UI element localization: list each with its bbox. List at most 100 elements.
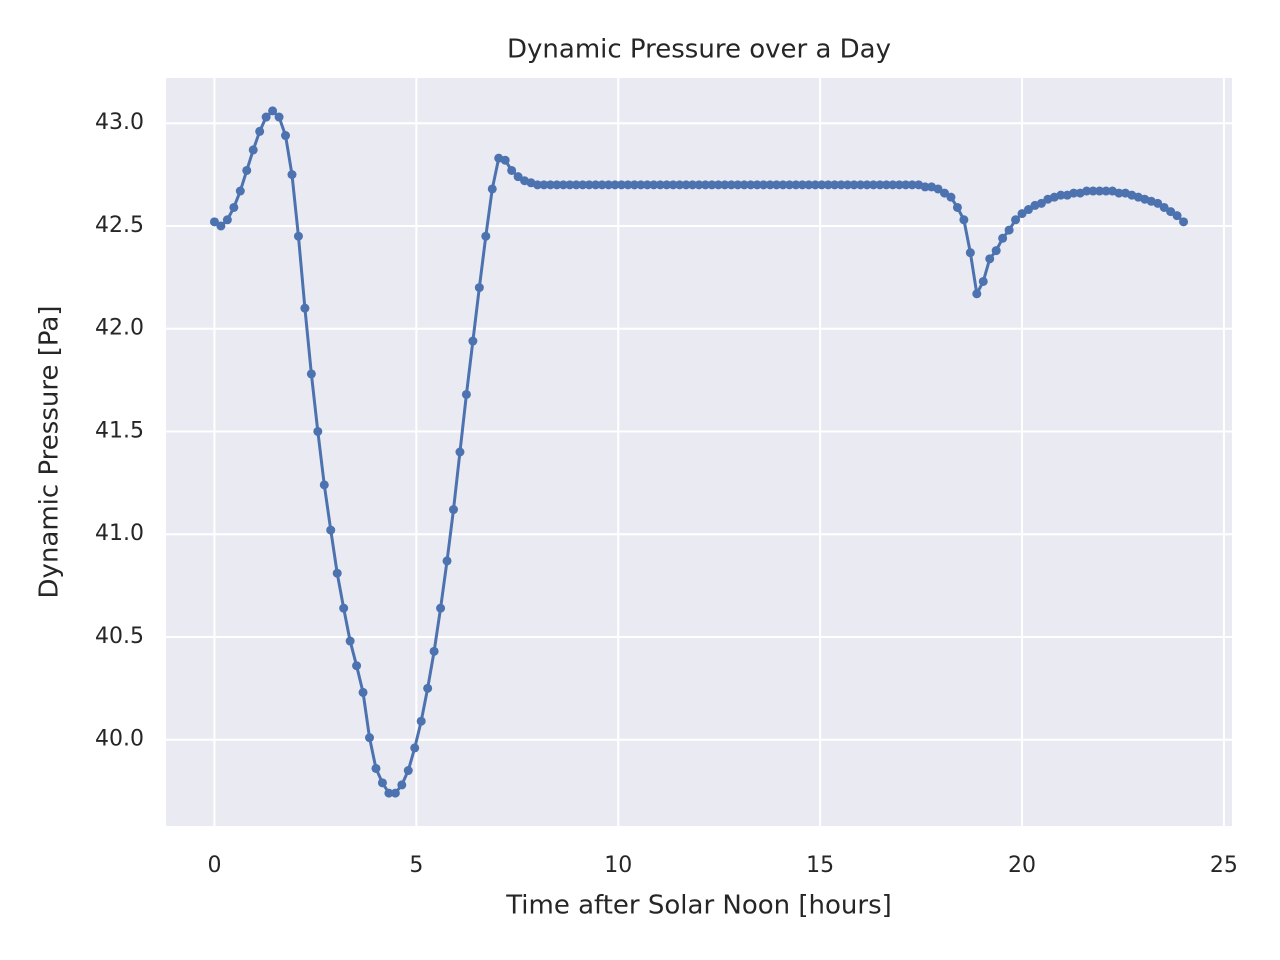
data-point — [539, 180, 549, 190]
data-point — [940, 188, 950, 198]
data-point — [959, 215, 969, 225]
data-point — [352, 661, 362, 671]
data-point — [804, 180, 814, 190]
data-point — [436, 603, 446, 613]
data-point — [377, 778, 387, 788]
data-point — [332, 568, 342, 578]
data-point — [468, 336, 478, 346]
data-point — [371, 763, 381, 773]
data-point — [313, 426, 323, 436]
data-point — [222, 215, 232, 225]
data-point — [720, 180, 730, 190]
data-point — [830, 180, 840, 190]
data-point — [688, 180, 698, 190]
data-point — [281, 131, 291, 141]
data-point — [772, 180, 782, 190]
data-point — [623, 180, 633, 190]
data-point — [642, 180, 652, 190]
data-point — [862, 180, 872, 190]
data-point — [261, 112, 271, 122]
data-point — [248, 145, 258, 155]
data-point — [972, 289, 982, 299]
data-point — [306, 369, 316, 379]
data-point — [474, 283, 484, 293]
plot-area — [166, 78, 1232, 826]
y-tick-label: 43.0 — [95, 110, 144, 135]
data-point — [662, 180, 672, 190]
data-point — [810, 180, 820, 190]
data-point — [507, 165, 517, 175]
data-point — [823, 180, 833, 190]
data-point — [843, 180, 853, 190]
data-point — [1101, 186, 1111, 196]
data-point — [998, 233, 1008, 243]
data-point — [545, 180, 555, 190]
data-point — [978, 276, 988, 286]
data-point — [455, 447, 465, 457]
data-point — [558, 180, 568, 190]
data-point — [694, 180, 704, 190]
data-point — [397, 780, 407, 790]
data-point — [901, 180, 911, 190]
data-point — [991, 246, 1001, 256]
data-point — [513, 172, 523, 182]
data-point — [216, 221, 226, 231]
data-point — [920, 182, 930, 192]
data-point — [403, 766, 413, 776]
y-axis-label: Dynamic Pressure [Pa] — [35, 306, 65, 599]
data-point — [1159, 202, 1169, 212]
data-point — [229, 202, 239, 212]
data-point — [1004, 225, 1014, 235]
data-point — [1011, 215, 1021, 225]
data-point — [875, 180, 885, 190]
data-point — [752, 180, 762, 190]
data-point — [319, 480, 329, 490]
data-point — [552, 180, 562, 190]
x-tick-label: 15 — [806, 853, 834, 878]
data-point — [791, 180, 801, 190]
data-point — [933, 184, 943, 194]
x-tick-label: 10 — [604, 853, 632, 878]
data-point — [765, 180, 775, 190]
data-point — [287, 170, 297, 180]
data-point — [1114, 188, 1124, 198]
data-point — [836, 180, 846, 190]
data-point — [487, 184, 497, 194]
data-point — [868, 180, 878, 190]
data-point — [339, 603, 349, 613]
data-point — [293, 231, 303, 241]
data-point — [778, 180, 788, 190]
x-tick-label: 20 — [1008, 853, 1036, 878]
data-point — [739, 180, 749, 190]
data-point — [1088, 186, 1098, 196]
data-point — [584, 180, 594, 190]
y-tick-label: 40.5 — [95, 624, 144, 649]
data-point — [636, 180, 646, 190]
data-point — [384, 788, 394, 798]
x-axis-label: Time after Solar Noon [hours] — [505, 891, 892, 921]
data-point — [416, 716, 426, 726]
x-tick-label: 25 — [1210, 853, 1238, 878]
data-point — [326, 525, 336, 535]
data-point — [300, 303, 310, 313]
data-point — [946, 192, 956, 202]
data-point — [713, 180, 723, 190]
data-point — [784, 180, 794, 190]
data-point — [345, 636, 355, 646]
data-point — [681, 180, 691, 190]
data-point — [1082, 186, 1092, 196]
data-point — [985, 254, 995, 264]
data-point — [655, 180, 665, 190]
data-point — [1023, 205, 1033, 215]
x-tick-label: 0 — [207, 853, 221, 878]
data-point — [442, 556, 452, 566]
data-point — [610, 180, 620, 190]
data-point — [1153, 198, 1163, 208]
data-point — [565, 180, 575, 190]
data-point — [817, 180, 827, 190]
data-point — [616, 180, 626, 190]
y-tick-label: 42.5 — [95, 213, 144, 238]
data-point — [1069, 188, 1079, 198]
